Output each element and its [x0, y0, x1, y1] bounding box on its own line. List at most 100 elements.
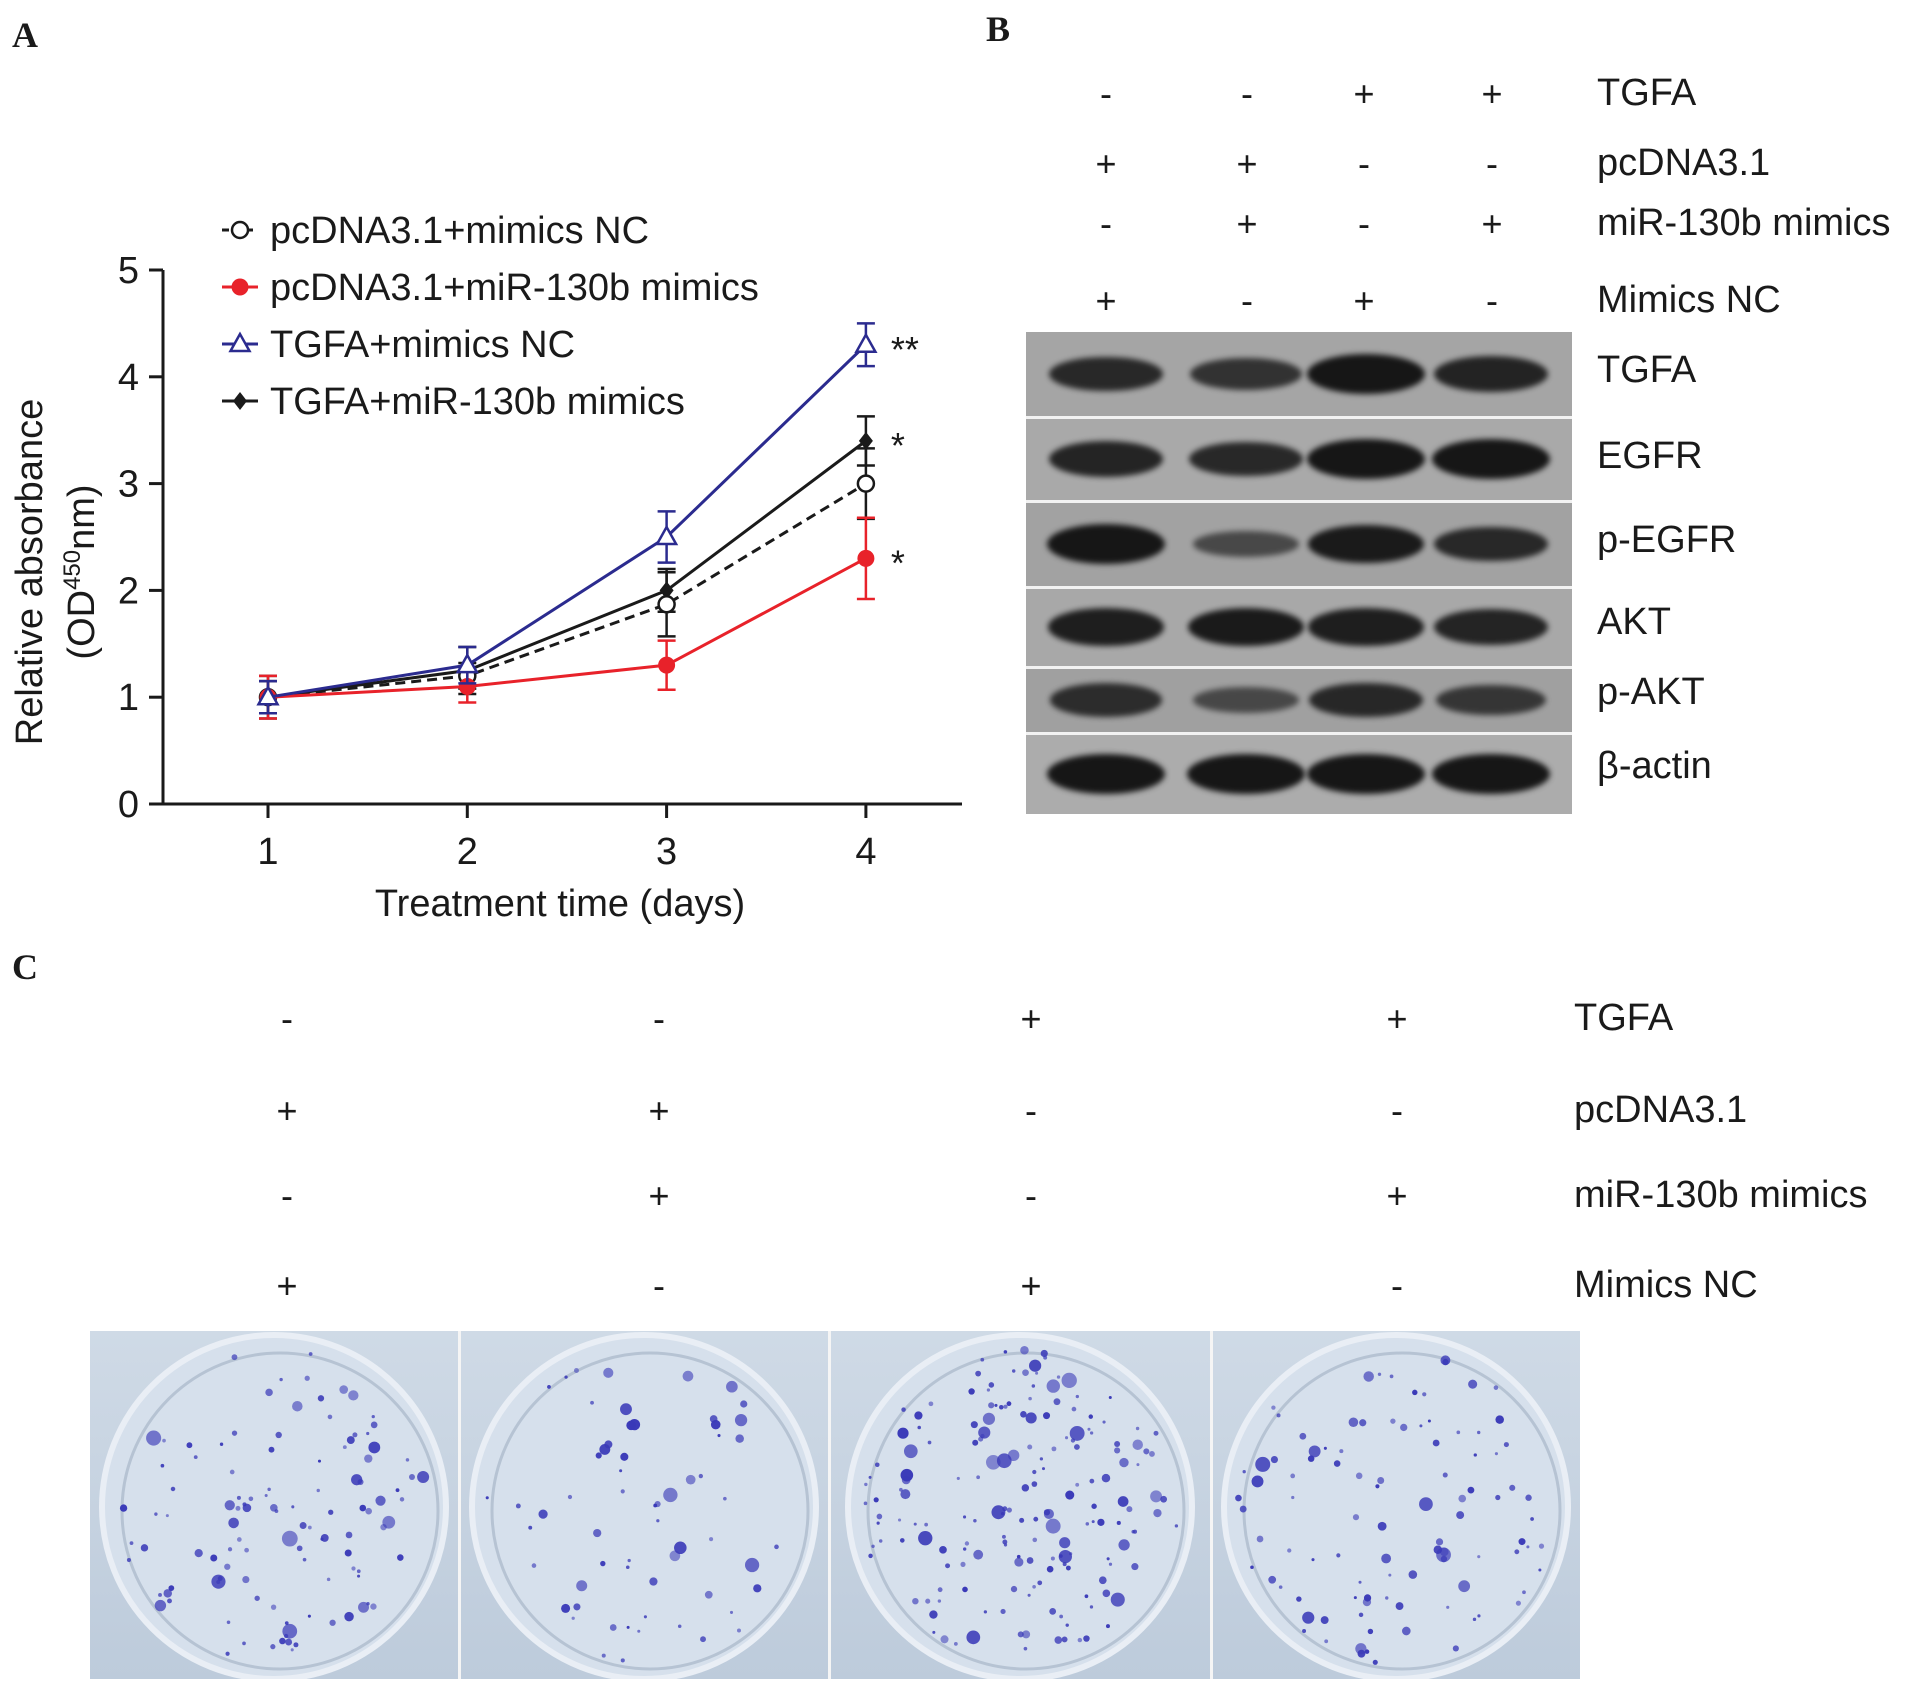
colony-dot [119, 1504, 128, 1512]
colony-dot [1027, 1444, 1033, 1450]
colony-dot [1102, 1589, 1111, 1598]
colony-dot [753, 1584, 762, 1593]
colony-dot [1083, 1635, 1090, 1642]
colony-dot [1108, 1396, 1112, 1400]
colony-dot [564, 1375, 568, 1379]
colony-dot [1495, 1494, 1501, 1501]
data-point [657, 595, 676, 614]
colony-dot [1132, 1529, 1137, 1534]
blot-sign: + [1353, 280, 1375, 321]
colony-dot [1235, 1494, 1242, 1502]
colony-dot [1375, 1484, 1380, 1489]
blot-band [1307, 754, 1425, 794]
blot-band [1308, 608, 1424, 646]
colony-dot [1108, 1562, 1113, 1566]
x-tick-label: 3 [656, 831, 677, 873]
data-point [256, 684, 280, 706]
colony-dot [1065, 1623, 1069, 1627]
colony-dot [242, 1503, 252, 1513]
colony-dot [1050, 1556, 1055, 1561]
colony-dot [626, 1625, 630, 1629]
colony-dot [1032, 1469, 1037, 1475]
colony-dot [1419, 1424, 1423, 1428]
colony-dot [774, 1544, 779, 1550]
colony-dot [1059, 1554, 1063, 1558]
colony-dot [1333, 1460, 1341, 1467]
colony-dot [1290, 1473, 1296, 1479]
western-blot [1026, 332, 1572, 814]
panel-label-a: A [12, 15, 38, 55]
colony-dot [154, 1512, 158, 1516]
colony-dot [1110, 1592, 1125, 1607]
panel-label-c: C [12, 947, 38, 987]
blot-separator [1026, 586, 1572, 589]
blot-band [1432, 439, 1550, 479]
colony-dot [1468, 1379, 1478, 1389]
colony-dot [1452, 1645, 1459, 1652]
colony-dot [567, 1494, 573, 1500]
colony-dot [227, 1547, 233, 1552]
dish-rim [469, 1332, 819, 1679]
blot-condition-label: Mimics NC [1597, 279, 1781, 321]
colony-dot [270, 1644, 276, 1650]
colony-dot [1446, 1605, 1450, 1609]
colony-dot [538, 1509, 548, 1519]
blot-band [1189, 441, 1303, 477]
colony-dot [1250, 1565, 1254, 1570]
colony-dot [925, 1598, 931, 1604]
colony-dot [975, 1370, 982, 1377]
colony-dot [348, 1390, 359, 1401]
colony-dot [863, 1501, 868, 1506]
colony-dot [1032, 1584, 1036, 1589]
colony-dot [1153, 1430, 1159, 1436]
colony-dot [953, 1642, 958, 1646]
colony-dot [1069, 1425, 1085, 1441]
colony-dot [1064, 1436, 1069, 1440]
colony-dot [1033, 1516, 1039, 1522]
colony-dot [917, 1425, 921, 1430]
data-point [455, 652, 479, 674]
colony-dot [344, 1611, 354, 1622]
colony-dot [927, 1440, 932, 1445]
colony-dot [1002, 1539, 1008, 1545]
y-tick-label: 0 [118, 784, 139, 826]
colony-dot [571, 1616, 575, 1620]
blot-band [1048, 440, 1164, 478]
colony-dot [1002, 1506, 1008, 1512]
colony-dot [932, 1630, 936, 1634]
colony-sign: - [281, 1175, 293, 1216]
colony-dot [1102, 1420, 1106, 1424]
blot-sign: + [1236, 143, 1258, 184]
colony-dot [1023, 1646, 1028, 1651]
colony-dot [193, 1455, 198, 1460]
colony-dot [1043, 1355, 1048, 1360]
colony-dot [1357, 1649, 1366, 1658]
colony-dot [358, 1601, 369, 1613]
colony-dot [1336, 1553, 1341, 1558]
y-tick-label: 3 [118, 464, 139, 506]
colony-dot [1320, 1616, 1329, 1625]
colony-dot [1114, 1447, 1121, 1454]
colony-dot [1458, 1580, 1471, 1593]
blot-sign: - [1100, 73, 1112, 114]
colony-dot [1308, 1445, 1321, 1458]
colony-dot [1062, 1562, 1067, 1567]
colony-dot [1256, 1535, 1264, 1543]
colony-dot [1131, 1563, 1139, 1571]
colony-dot [1000, 1512, 1005, 1516]
colony-dot [991, 1505, 1006, 1520]
colony-sign: - [1391, 1090, 1403, 1131]
colony-dot [236, 1537, 242, 1542]
colony-dot [1135, 1426, 1140, 1431]
colony-dot [370, 1421, 378, 1429]
colony-dot [620, 1658, 625, 1663]
colony-dot [1456, 1430, 1461, 1435]
colony-dot [1116, 1520, 1121, 1526]
blot-condition-label: miR-130b mimics [1597, 202, 1891, 244]
colony-dot [978, 1436, 984, 1442]
colony-dot [210, 1554, 218, 1562]
colony-dot [700, 1636, 706, 1643]
colony-dot [224, 1500, 235, 1511]
colony-dot [595, 1452, 602, 1459]
colony-dot [368, 1441, 381, 1454]
